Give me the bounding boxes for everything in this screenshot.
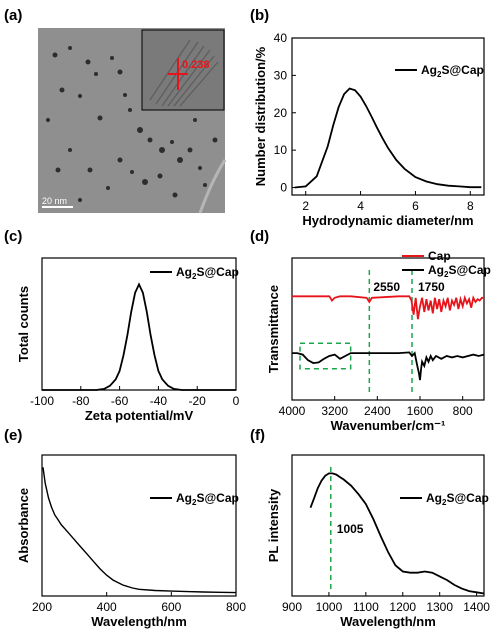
plot-frame: [291, 37, 485, 196]
chart-c: -100 -80 -60 -40 -20 0 Zeta potential/mV Total …: [16, 257, 240, 423]
lattice-spacing-label: 0.238: [182, 59, 210, 71]
x-axis-label: Wavelength/nm: [91, 614, 187, 629]
chart-b: 2 4 6 8 0 10 20 30 40 Hydrodynamic diameter/nm Num…: [253, 31, 485, 228]
legend-label: Ag2S@Cap: [428, 263, 491, 279]
annotation-box: [299, 342, 352, 370]
y-tick-label: 40: [274, 31, 288, 45]
x-axis-label: Wavelength/nm: [340, 614, 436, 629]
legend-label: Ag2S@Cap: [176, 491, 239, 507]
y-tick-label: 30: [274, 68, 288, 82]
y-tick-label: 10: [274, 143, 288, 157]
y-axis-label: Absorbance: [16, 488, 31, 563]
x-tick-label: 800: [226, 600, 246, 614]
annotation-label: 2550: [373, 280, 400, 294]
x-tick-label: -80: [72, 394, 90, 408]
annotation-label: 1750: [418, 280, 445, 294]
x-tick-label: 800: [453, 404, 473, 418]
series-line: [292, 294, 484, 320]
series-line: [42, 467, 237, 594]
x-axis-label: Hydrodynamic diameter/nm: [302, 213, 473, 228]
plot-frame: [291, 454, 485, 597]
x-tick-label: 1300: [426, 600, 453, 614]
x-tick-label: 0: [233, 394, 240, 408]
x-tick-label: 1400: [463, 600, 490, 614]
y-tick-label: 0: [280, 181, 287, 195]
chart-d: 4000 3200 2400 1600 800 Wavenumber/cm⁻¹ Transm…: [266, 249, 491, 433]
series-line: [292, 351, 485, 381]
y-axis-label: PL intensity: [266, 488, 281, 562]
chart-f: 900 1000 1100 1200 1300 1400 Wavelength/nm PL i…: [266, 454, 490, 629]
y-axis-label: Total counts: [16, 286, 31, 362]
panel-a-label: (a): [4, 7, 22, 24]
x-tick-label: 900: [282, 600, 302, 614]
x-tick-label: 6: [412, 199, 419, 213]
x-tick-label: 400: [97, 600, 117, 614]
y-tick-label: 20: [274, 106, 288, 120]
lattice-marker: [168, 58, 188, 90]
panel-e-label: (e): [4, 427, 22, 444]
series-line: [294, 87, 482, 189]
annotation-label: 1005: [337, 522, 364, 536]
tem-lacey-edge: [198, 159, 227, 214]
x-tick-label: -20: [189, 394, 207, 408]
x-tick-label: 600: [161, 600, 181, 614]
x-tick-label: -60: [111, 394, 129, 408]
x-axis-label: Wavenumber/cm⁻¹: [331, 418, 446, 433]
panel-b-label: (b): [250, 7, 269, 24]
legend-label: Ag2S@Cap: [176, 265, 239, 281]
x-tick-label: 4: [357, 199, 364, 213]
x-tick-label: 2400: [364, 404, 391, 418]
legend-label: Cap: [428, 249, 451, 263]
y-axis-label: Transmittance: [266, 285, 281, 373]
legend-label: Ag2S@Cap: [421, 63, 484, 79]
chart-e: 200 400 600 800 Wavelength/nm Absorbance Ag2S@…: [16, 454, 246, 629]
panel-a: (a): [4, 7, 227, 214]
x-tick-label: 1200: [389, 600, 416, 614]
tem-particles: [46, 46, 218, 202]
x-tick-label: 1000: [316, 600, 343, 614]
plot-frame: [291, 257, 485, 401]
series-line: [309, 472, 485, 595]
x-tick-label: 4000: [279, 404, 306, 418]
scale-bar-label: 20 nm: [42, 196, 67, 206]
panel-c-label: (c): [4, 228, 22, 245]
x-tick-label: -100: [30, 394, 54, 408]
y-axis-label: Number distribution/%: [253, 46, 268, 186]
plot-frame: [41, 257, 237, 391]
series-line: [42, 282, 236, 391]
panel-d-label: (d): [250, 228, 269, 245]
x-tick-label: -40: [150, 394, 168, 408]
legend-label: Ag2S@Cap: [426, 491, 489, 507]
panel-f-label: (f): [250, 427, 265, 444]
x-tick-label: 200: [32, 600, 52, 614]
x-axis-label: Zeta potential/mV: [85, 408, 194, 423]
x-tick-label: 8: [467, 199, 474, 213]
plot-frame: [41, 454, 237, 597]
x-tick-label: 1600: [407, 404, 434, 418]
x-tick-label: 3200: [321, 404, 348, 418]
x-tick-label: 1100: [353, 600, 379, 614]
x-tick-label: 2: [302, 199, 309, 213]
